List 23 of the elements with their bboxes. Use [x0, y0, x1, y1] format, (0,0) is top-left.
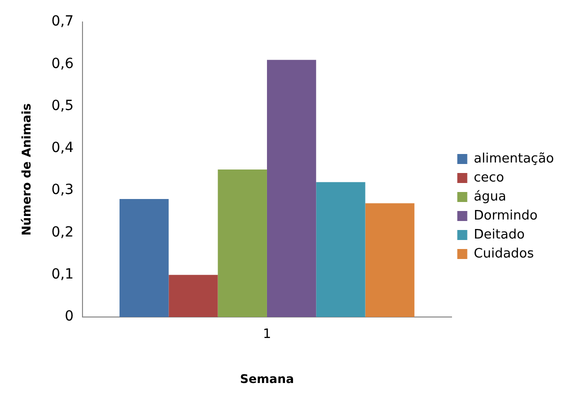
y-tick-label: 0,4 — [51, 140, 74, 156]
y-tick-label: 0,1 — [51, 266, 74, 282]
legend-label: Dormindo — [474, 208, 538, 224]
bar — [168, 274, 218, 317]
legend-label: Cuidados — [474, 246, 534, 262]
y-tick-label: 0,6 — [51, 56, 74, 72]
y-tick-label: 0,2 — [51, 224, 74, 240]
y-axis-title: Número de Animais — [19, 103, 34, 236]
bar — [218, 170, 267, 317]
legend-label: Deitado — [474, 227, 525, 242]
x-axis-title: Semana — [240, 372, 294, 386]
bar — [365, 203, 414, 317]
bar — [120, 199, 169, 317]
y-tick-label: 0 — [64, 308, 74, 325]
y-tick-label: 0,7 — [51, 14, 74, 30]
x-tick-label: 1 — [262, 327, 272, 342]
y-tick-label: 0,5 — [51, 98, 74, 114]
legend-label: ceco — [474, 170, 504, 186]
legend-label: água — [474, 189, 506, 204]
bar — [316, 182, 366, 317]
y-tick-label: 0,3 — [51, 182, 74, 198]
legend-label: alimentação — [474, 151, 554, 166]
bar — [266, 60, 316, 317]
